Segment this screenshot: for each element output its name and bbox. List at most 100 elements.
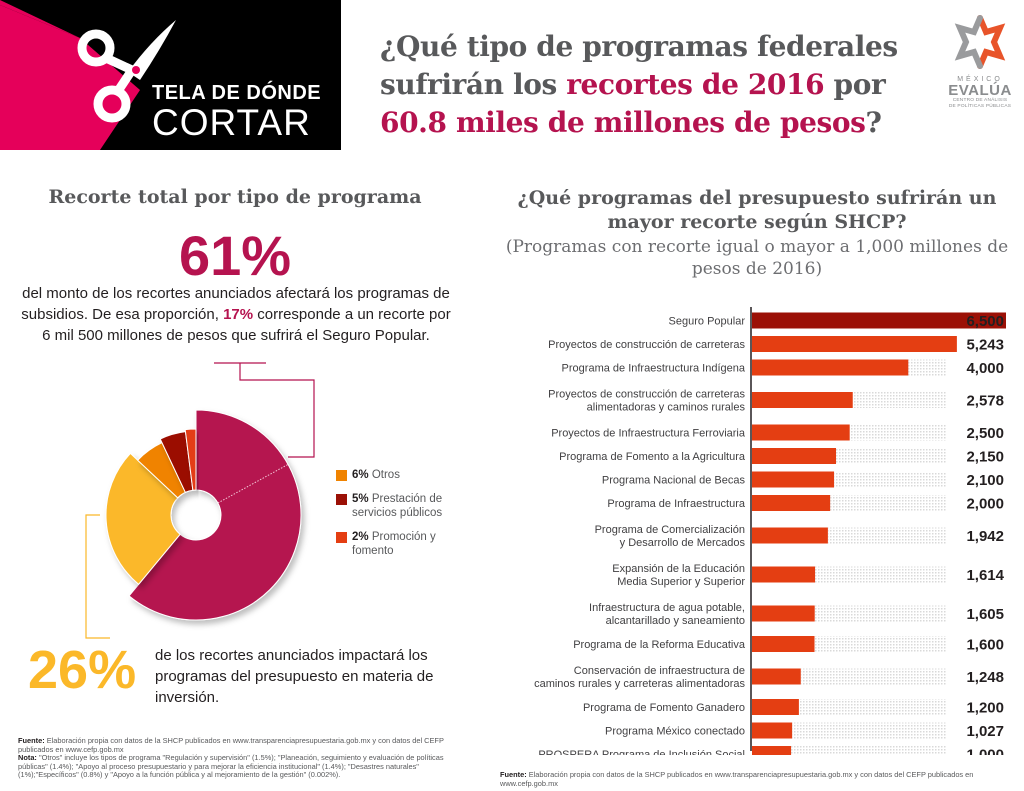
- legend-item-otros: 6% Otros: [334, 468, 474, 482]
- bar: [752, 746, 792, 762]
- bar: [752, 699, 799, 715]
- bar-category-label: Programa de Fomento a la Agricultura: [559, 451, 746, 463]
- bar-chart-title: ¿Qué programas del presupuesto sufrirán …: [517, 187, 997, 233]
- bar: [752, 424, 850, 441]
- bar-value-label: 1,614: [966, 567, 1004, 584]
- stat-inversion-text: de los recortes anunciados impactará los…: [155, 647, 434, 706]
- bar-category-label: caminos rurales y carreteras alimentador…: [534, 678, 745, 690]
- bar: [752, 566, 816, 583]
- donut-legend: 6% Otros 5% Prestación de servicios públ…: [334, 468, 474, 568]
- bar-value-label: 2,150: [966, 449, 1004, 466]
- bar-value-label: 2,000: [966, 496, 1004, 513]
- legend-item-promocion: 2% Promoción y fomento: [334, 530, 474, 558]
- bar: [752, 336, 957, 352]
- star-logo-icon: [954, 15, 1006, 69]
- logo-title-line1: TELA DE DÓNDE: [152, 82, 322, 104]
- title-highlight-amount: 60.8 miles de millones de pesos: [380, 106, 866, 139]
- bar: [752, 392, 853, 408]
- bar-value-label: 5,243: [966, 337, 1004, 354]
- bar-category-label: Seguro Popular: [669, 316, 746, 328]
- logo-pink-shape: [0, 0, 140, 150]
- stat-subsidios-value: 61%: [178, 224, 292, 287]
- bar-category-label: Conservación de infraestructura de: [574, 665, 745, 677]
- logo-background: [0, 0, 176, 150]
- bar-category-label: Proyectos de construcción de carreteras: [548, 339, 745, 351]
- donut-slice-inversion: [105, 452, 181, 586]
- org-mexico: MÉXICO: [957, 76, 1003, 83]
- bar-value-label: 1,200: [966, 700, 1004, 717]
- logo-title-line2: CORTAR: [152, 102, 311, 143]
- bar-value-label: 1,605: [966, 606, 1004, 623]
- bar: [752, 668, 801, 685]
- bar-value-label: 1,600: [966, 637, 1004, 654]
- scissors-icon: [77, 29, 136, 123]
- bar: [752, 527, 828, 544]
- bar: [752, 359, 909, 376]
- donut-slice-promocion: [184, 428, 197, 491]
- org-subtitle-2: DE POLÍTICAS PÚBLICAS: [948, 104, 1012, 109]
- bar: [752, 312, 1006, 329]
- donut-slice-subsidios: [128, 409, 302, 621]
- brand-logo: TELA DE DÓNDE CORTAR: [0, 0, 341, 150]
- note-text: "Otros" incluye los tipos de programa "R…: [18, 753, 444, 779]
- bar-track: [827, 527, 946, 544]
- bar-track: [814, 605, 946, 622]
- source-text: Elaboración propia con datos de la SHCP …: [18, 736, 444, 754]
- bar-category-label: Proyectos de construcción de carreteras: [548, 389, 745, 401]
- donut-chart: [0, 360, 480, 640]
- bar-category-label: alcantarillado y saneamiento: [606, 615, 745, 627]
- title-text: ?: [865, 106, 882, 139]
- bar: [752, 471, 835, 488]
- bar-track: [798, 699, 946, 715]
- bar-track: [834, 471, 946, 488]
- bar-chart-subtitle: (Programas con recorte igual o mayor a 1…: [505, 237, 1009, 279]
- title-text: por: [824, 68, 886, 101]
- title-text: ¿Qué tipo de programas federales sufrirá…: [380, 30, 898, 101]
- org-logo: MÉXICO EVALÚA CENTRO DE ANÁLISIS DE POLÍ…: [945, 14, 1015, 110]
- legend-item-prestacion: 5% Prestación de servicios públicos: [334, 492, 474, 520]
- bar-value-label: 1,027: [966, 723, 1004, 740]
- callout-line-inversion: [85, 514, 110, 639]
- org-subtitle-1: CENTRO DE ANÁLISIS: [952, 98, 1008, 103]
- bar-track: [908, 359, 946, 376]
- bar-category-label: Programa Nacional de Becas: [602, 475, 746, 487]
- bar-value-label: 2,578: [966, 393, 1004, 410]
- stat-seguro-popular-pct: 17%: [223, 306, 254, 323]
- legend-swatch: [336, 532, 347, 543]
- legend-swatch: [336, 470, 347, 481]
- bar-value-label: 1,942: [966, 528, 1004, 545]
- stat-subsidios-text: del monto de los recortes anunciados afe…: [21, 285, 451, 344]
- bar-category-label: alimentadoras y caminos rurales: [587, 402, 746, 414]
- bar-value-label: 1,000: [966, 747, 1004, 756]
- stat-inversion-value: 26%: [28, 640, 137, 700]
- bar-value-label: 6,500: [966, 313, 1004, 330]
- bar-category-label: Proyectos de Infraestructura Ferroviaria: [551, 428, 746, 440]
- bar: [752, 448, 837, 464]
- bar-track: [836, 448, 946, 464]
- legend-swatch: [336, 494, 347, 505]
- bar-category-label: Programa de Infraestructura: [607, 498, 745, 510]
- bar-value-label: 4,000: [966, 360, 1004, 377]
- bar-category-label: Media Superior y Superior: [617, 576, 745, 588]
- title-highlight-year: recortes de 2016: [566, 68, 825, 101]
- bar: [752, 605, 815, 622]
- bar: [752, 636, 815, 652]
- page-title: ¿Qué tipo de programas federales sufrirá…: [380, 28, 920, 142]
- bar-category-label: PROSPERA Programa de Inclusión Social: [538, 749, 745, 755]
- source-text: Elaboración propia con datos de la SHCP …: [500, 770, 974, 788]
- bar-category-label: Programa de Comercialización: [595, 524, 745, 536]
- bar: [752, 722, 793, 739]
- bar: [752, 495, 831, 511]
- bar-track: [791, 746, 946, 762]
- bar-value-label: 2,100: [966, 472, 1004, 489]
- bar-category-label: y Desarrollo de Mercados: [620, 537, 746, 549]
- bar-category-label: Infraestructura de agua potable,: [589, 602, 745, 614]
- donut-section-title: Recorte total por tipo de programa: [48, 186, 422, 208]
- bar-track: [849, 424, 946, 441]
- bar-track: [852, 392, 946, 408]
- notes-right: Fuente: Elaboración propia con datos de …: [500, 770, 974, 788]
- bar-category-label: Programa de Infraestructura Indígena: [562, 363, 746, 375]
- org-name: EVALÚA: [948, 82, 1012, 99]
- bar-value-label: 1,248: [966, 669, 1004, 686]
- bar-chart: Seguro Popular 6,500 Proyectos de construc…: [500, 305, 1024, 791]
